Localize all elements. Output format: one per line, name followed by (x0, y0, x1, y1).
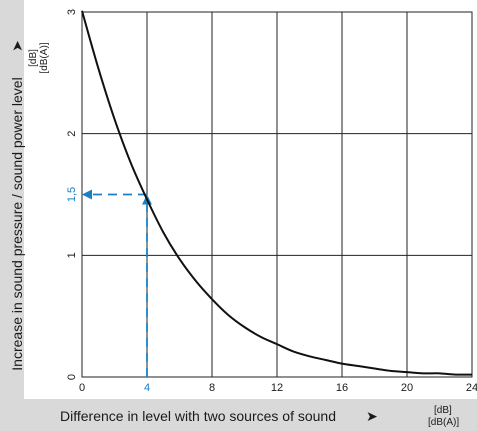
y-unit-line-2: [dB(A)] (39, 42, 50, 73)
x-tick-label: 8 (209, 382, 215, 394)
series-line (81, 10, 473, 376)
y-label-band (0, 0, 24, 431)
annotation-y-label: 1,5 (66, 187, 78, 202)
y-tick-group: 3 (66, 9, 78, 15)
x-tick-labels: 0 4 8 12 16 20 24 (79, 382, 477, 394)
y-tick-label: 2 (66, 131, 78, 137)
annotation-label-group: 1,5 (66, 187, 78, 202)
x-tick-label: 12 (271, 382, 283, 394)
y-axis-title: Increase in sound pressure / sound power… (9, 77, 25, 370)
y-unit-line-1: [dB] (28, 49, 39, 67)
y-axis-arrow: ➤ (9, 40, 25, 52)
y-tick-label: 3 (66, 9, 78, 15)
x-unit-line-1: [dB] (434, 405, 452, 416)
x-axis-title: Difference in level with two sources of … (60, 408, 336, 424)
y-tick-group: 2 (66, 131, 78, 137)
annotation-arrow-left (82, 189, 92, 200)
x-unit-line-2: [dB(A)] (428, 417, 459, 428)
y-tick-group: 0 (66, 374, 78, 380)
x-tick-label: 0 (79, 382, 85, 394)
x-tick-label: 20 (401, 382, 413, 394)
y-tick-label: 0 (66, 374, 78, 380)
x-tick-label: 24 (466, 382, 477, 394)
x-axis-arrow: ➤ (366, 408, 378, 424)
y-tick-group: 1 (66, 252, 78, 258)
x-tick-label: 16 (336, 382, 348, 394)
x-label-band (0, 399, 477, 431)
y-tick-labels: 0 1 2 3 (66, 9, 78, 380)
x-tick-label: 4 (144, 382, 150, 394)
y-tick-label: 1 (66, 252, 78, 258)
